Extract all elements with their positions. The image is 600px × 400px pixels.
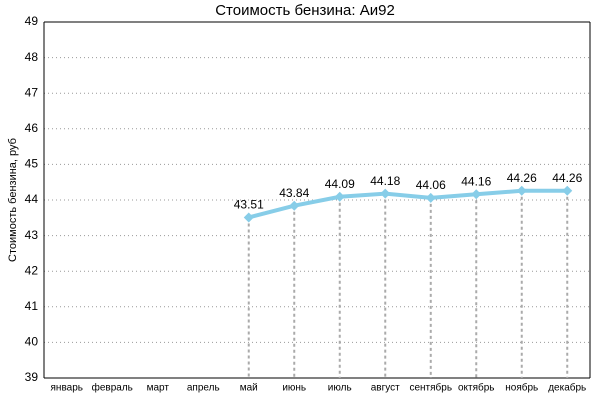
x-tick-label: май xyxy=(240,383,258,394)
data-label: 43.84 xyxy=(279,186,309,200)
y-tick-label: 49 xyxy=(25,14,39,28)
y-tick-label: 41 xyxy=(25,299,39,313)
point-marker xyxy=(334,191,345,202)
data-label: 43.51 xyxy=(234,198,264,212)
data-label: 44.09 xyxy=(325,177,355,191)
point-marker xyxy=(471,189,482,200)
point-marker xyxy=(243,212,254,223)
y-tick-label: 40 xyxy=(25,335,39,349)
chart-title: Стоимость бензина: Аи92 xyxy=(215,2,395,19)
y-axis-label: Стоимость бензина, руб xyxy=(7,138,19,262)
point-marker xyxy=(562,185,573,196)
y-tick-label: 45 xyxy=(25,157,39,171)
x-tick-label: апрель xyxy=(187,383,220,394)
x-tick-label: декабрь xyxy=(548,382,586,394)
point-marker xyxy=(289,200,300,211)
data-label: 44.16 xyxy=(461,174,491,188)
data-label: 44.18 xyxy=(370,174,400,188)
point-marker xyxy=(516,185,527,196)
x-tick-label: июнь xyxy=(282,383,306,394)
x-tick-label: сентябрь xyxy=(409,382,452,394)
series-line xyxy=(248,188,568,220)
x-tick-label: март xyxy=(147,383,170,394)
data-label: 44.26 xyxy=(507,171,537,185)
y-tick-label: 42 xyxy=(25,263,39,277)
point-marker xyxy=(425,192,436,203)
y-tick-label: 48 xyxy=(25,50,39,64)
y-tick-label: 47 xyxy=(25,85,39,99)
x-tick-label: январь xyxy=(51,383,83,394)
x-tick-label: февраль xyxy=(92,382,133,394)
data-label: 44.26 xyxy=(552,171,582,185)
y-tick-label: 39 xyxy=(25,370,39,384)
x-tick-label: ноябрь xyxy=(505,382,538,394)
y-tick-label: 44 xyxy=(25,192,39,206)
data-label: 44.06 xyxy=(416,178,446,192)
y-tick-label: 46 xyxy=(25,121,39,135)
x-tick-label: октябрь xyxy=(458,382,495,394)
y-tick-label: 43 xyxy=(25,228,39,242)
x-tick-label: июль xyxy=(328,383,352,394)
x-tick-label: август xyxy=(371,383,400,394)
point-marker xyxy=(380,188,391,199)
